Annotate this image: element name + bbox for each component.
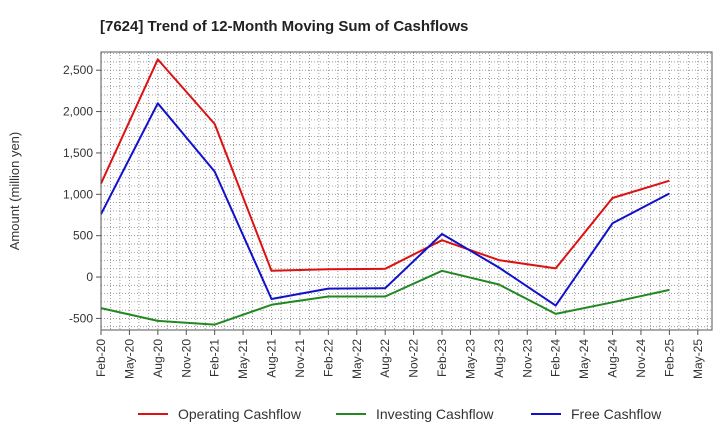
y-axis-ticks: 2,500 2,000 1,500 1,000 500 0 -500: [63, 63, 101, 325]
plot-area: [101, 52, 712, 330]
x-tick-label: Feb-21: [208, 339, 222, 377]
x-tick-label: May-23: [463, 339, 477, 379]
y-tick-label: 1,500: [63, 146, 93, 160]
y-tick-label: 0: [86, 270, 93, 284]
x-tick-label: Nov-21: [293, 339, 307, 378]
x-tick-label: Aug-20: [151, 339, 165, 378]
x-tick-label: Feb-20: [94, 339, 108, 377]
y-tick-label: 1,000: [63, 187, 93, 201]
series-layer: [100, 58, 670, 326]
x-tick-label: Feb-23: [435, 339, 449, 377]
x-tick-label: Nov-23: [520, 339, 534, 378]
x-tick-label: Aug-21: [265, 339, 279, 378]
x-tick-label: Feb-24: [549, 339, 563, 377]
x-tick-label: Aug-22: [378, 339, 392, 378]
y-tick-label: 500: [73, 229, 93, 243]
legend-label: Operating Cashflow: [178, 406, 302, 422]
x-tick-label: May-24: [577, 339, 591, 379]
y-tick-label: 2,000: [63, 105, 93, 119]
plot-border: [100, 51, 713, 331]
x-tick-label: Nov-20: [179, 339, 193, 378]
x-tick-label: Nov-24: [634, 339, 648, 378]
x-tick-label: May-21: [236, 339, 250, 379]
legend-label: Free Cashflow: [571, 406, 662, 422]
grid-lines: [100, 52, 712, 330]
y-axis-label: Amount (million yen): [7, 132, 22, 251]
series-line-operating-cashflow: [100, 58, 670, 272]
y-tick-label: -500: [69, 311, 93, 325]
series-line-free-cashflow: [100, 102, 670, 307]
legend-label: Investing Cashflow: [376, 406, 494, 422]
x-tick-label: Feb-25: [662, 339, 676, 377]
x-tick-label: Nov-22: [407, 339, 421, 378]
legend: Operating Cashflow Investing Cashflow Free…: [138, 406, 662, 422]
x-tick-label: Aug-23: [492, 339, 506, 378]
x-tick-label: May-25: [691, 339, 705, 379]
x-tick-label: Aug-24: [606, 339, 620, 378]
x-axis-ticks: Feb-20 May-20 Aug-20 Nov-20 Feb-21 May-21 Aug-…: [94, 330, 705, 379]
y-tick-label: 2,500: [63, 63, 93, 77]
series-line-investing-cashflow: [100, 269, 670, 326]
x-tick-label: May-20: [122, 339, 136, 379]
chart-title: [7624] Trend of 12-Month Moving Sum of C…: [100, 18, 468, 35]
x-tick-label: May-22: [350, 339, 364, 379]
x-tick-label: Feb-22: [321, 339, 335, 377]
